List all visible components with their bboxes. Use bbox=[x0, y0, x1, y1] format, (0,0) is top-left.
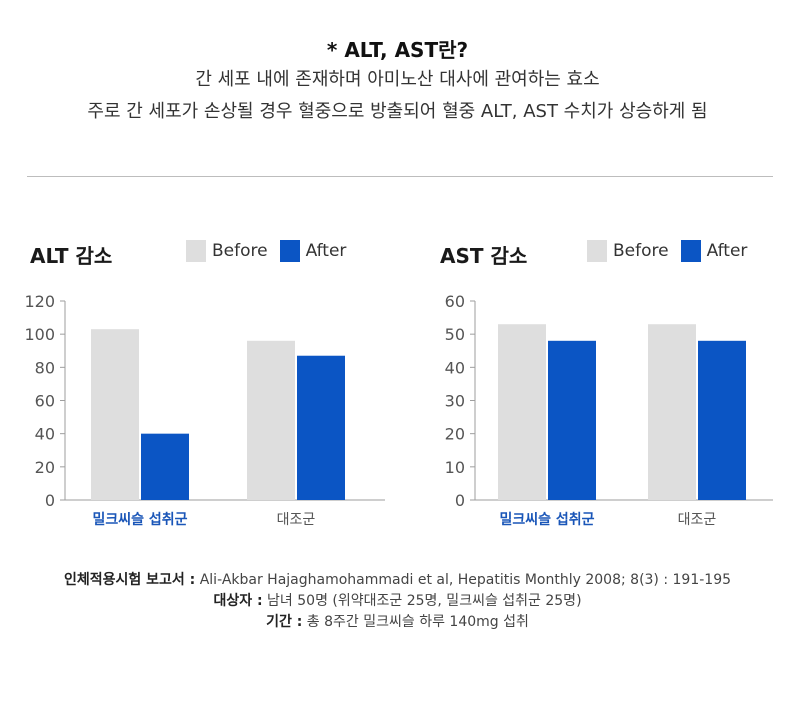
bar-after bbox=[698, 340, 746, 500]
legend-item-before: Before bbox=[587, 240, 669, 262]
bar-before bbox=[247, 340, 295, 500]
bar-after bbox=[297, 355, 345, 500]
bar-before bbox=[91, 329, 139, 500]
divider bbox=[27, 176, 773, 177]
y-tick-label: 60 bbox=[445, 292, 465, 311]
legend-item-before: Before bbox=[186, 240, 268, 262]
legend-swatch-before bbox=[186, 240, 206, 262]
legend-swatch-after bbox=[680, 240, 701, 262]
header-description-2: 주로 간 세포가 손상될 경우 혈중으로 방출되어 혈중 ALT, AST 수치… bbox=[87, 101, 708, 122]
y-tick-label: 40 bbox=[445, 358, 465, 377]
legend-item-after: After bbox=[680, 240, 748, 262]
header: * ALT, AST란? 간 세포 내에 존재하며 아미노산 대사에 관여하는 … bbox=[0, 36, 795, 128]
study-source-label: 인체적용시험 보고서 : bbox=[63, 572, 196, 588]
y-tick-label: 120 bbox=[24, 292, 55, 311]
alt-bar-chart: 0 20 40 60 80 100 120 밀크씨슬 섭취군 대조군 bbox=[24, 292, 385, 528]
header-description-1: 간 세포 내에 존재하며 아미노산 대사에 관여하는 효소 bbox=[195, 69, 600, 90]
y-tick-label: 40 bbox=[35, 425, 55, 444]
bar-after bbox=[548, 340, 596, 500]
ast-chart-panel: AST 감소 Before After 0 10 20 30 40 50 60 밀크씨슬 섭취… bbox=[408, 230, 795, 530]
category-label: 밀크씨슬 섭취군 bbox=[92, 512, 187, 528]
chart-title: AST 감소 bbox=[440, 244, 528, 268]
bar-before bbox=[498, 324, 546, 500]
category-label: 대조군 bbox=[678, 512, 717, 528]
y-tick-label: 60 bbox=[35, 392, 55, 411]
legend-item-after: After bbox=[279, 240, 347, 262]
study-period-label: 기간 : bbox=[266, 614, 303, 630]
legend-swatch-before bbox=[587, 240, 607, 262]
y-tick-label: 0 bbox=[45, 491, 55, 510]
bar-after bbox=[141, 433, 189, 500]
category-label: 밀크씨슬 섭취군 bbox=[499, 512, 594, 528]
study-source: 인체적용시험 보고서 : Ali-Akbar Hajaghamohammadi … bbox=[0, 570, 795, 591]
y-tick-label: 100 bbox=[24, 325, 55, 344]
legend-label-before: Before bbox=[613, 241, 669, 261]
header-title: * ALT, AST란? bbox=[326, 38, 469, 62]
y-tick-label: 20 bbox=[445, 425, 465, 444]
study-subjects-label: 대상자 : bbox=[213, 593, 263, 609]
study-subjects-text: 남녀 50명 (위약대조군 25명, 밀크씨슬 섭취군 25명) bbox=[267, 593, 582, 609]
legend-label-after: After bbox=[305, 241, 347, 261]
y-tick-label: 0 bbox=[455, 491, 465, 510]
study-source-text: Ali-Akbar Hajaghamohammadi et al, Hepati… bbox=[199, 572, 732, 588]
chart-legend: Before After bbox=[186, 240, 358, 262]
alt-chart-panel: ALT 감소 Before After 0 20 40 60 80 100 120 밀크씨슬 … bbox=[0, 230, 390, 530]
y-tick-label: 80 bbox=[35, 358, 55, 377]
chart-title: ALT 감소 bbox=[30, 244, 113, 268]
study-period-text: 총 8주간 밀크씨슬 하루 140mg 섭취 bbox=[306, 614, 529, 630]
y-tick-label: 10 bbox=[445, 458, 465, 477]
study-period: 기간 : 총 8주간 밀크씨슬 하루 140mg 섭취 bbox=[0, 612, 795, 633]
bar-before bbox=[648, 324, 696, 500]
study-info: 인체적용시험 보고서 : Ali-Akbar Hajaghamohammadi … bbox=[0, 570, 795, 633]
legend-swatch-after bbox=[279, 240, 300, 262]
chart-legend: Before After bbox=[587, 240, 759, 262]
y-tick-label: 30 bbox=[445, 392, 465, 411]
category-label: 대조군 bbox=[277, 512, 316, 528]
ast-bar-chart: 0 10 20 30 40 50 60 밀크씨슬 섭취군 대조군 bbox=[445, 292, 773, 528]
y-tick-label: 50 bbox=[445, 325, 465, 344]
study-subjects: 대상자 : 남녀 50명 (위약대조군 25명, 밀크씨슬 섭취군 25명) bbox=[0, 591, 795, 612]
y-tick-label: 20 bbox=[35, 458, 55, 477]
legend-label-after: After bbox=[706, 241, 748, 261]
legend-label-before: Before bbox=[212, 241, 268, 261]
